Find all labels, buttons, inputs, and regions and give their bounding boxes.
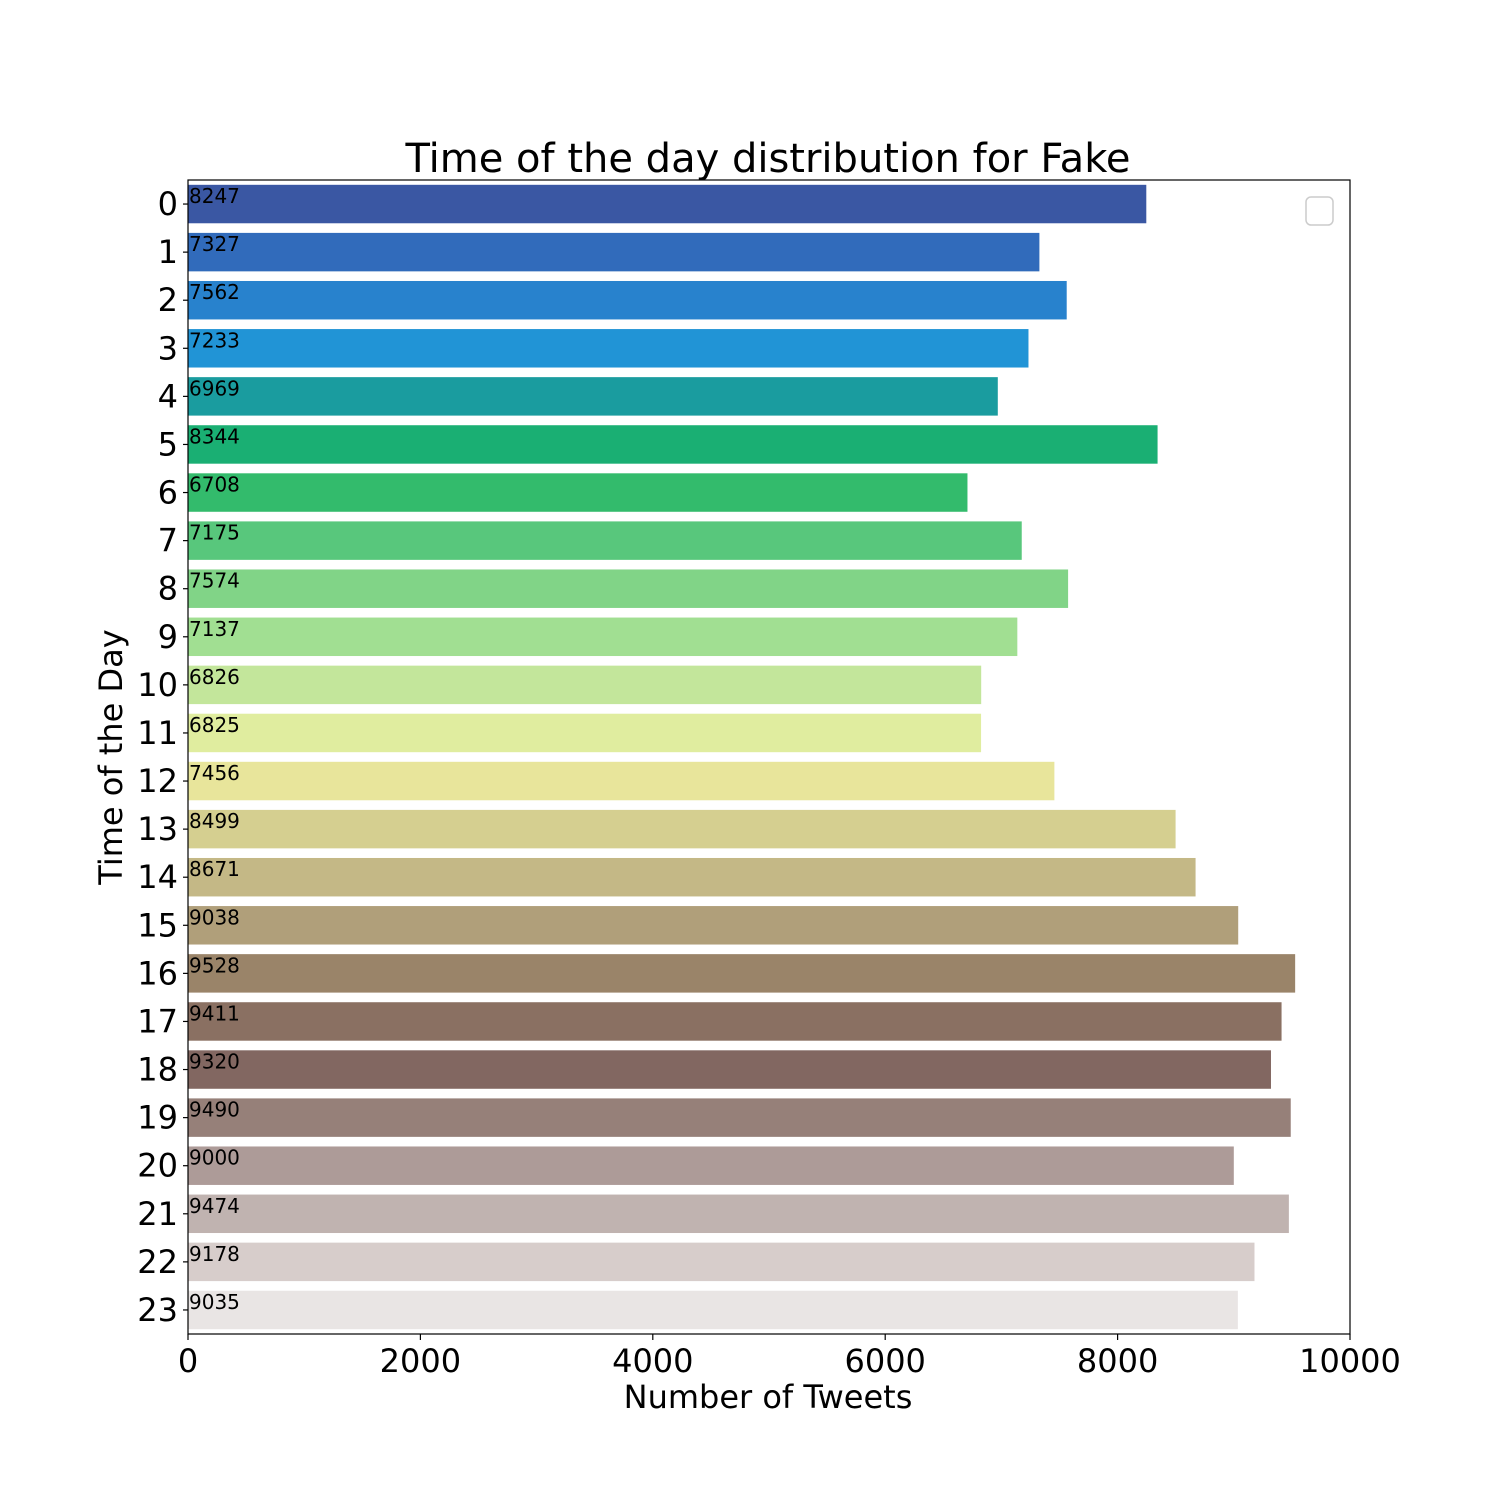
y-tick-label: 19 bbox=[137, 1099, 178, 1137]
x-tick-label: 8000 bbox=[1077, 1342, 1158, 1380]
bar-value-label: 9320 bbox=[189, 1050, 240, 1074]
y-tick-label: 15 bbox=[137, 906, 178, 944]
bar-value-label: 9411 bbox=[189, 1001, 240, 1025]
bar-hour-17 bbox=[188, 1002, 1282, 1041]
x-tick-label: 6000 bbox=[844, 1342, 925, 1380]
bar-hour-23 bbox=[188, 1290, 1238, 1330]
bar-value-label: 7327 bbox=[189, 232, 240, 256]
bar-hour-13 bbox=[188, 809, 1176, 849]
bar-hour-9 bbox=[188, 617, 1018, 657]
y-tick-label: 1 bbox=[158, 233, 178, 271]
bar-hour-3 bbox=[188, 329, 1029, 368]
bar-hour-0 bbox=[188, 184, 1147, 224]
bar-value-label: 7175 bbox=[189, 521, 240, 545]
bar-hour-14 bbox=[188, 857, 1196, 897]
bars-layer: 8247 7327 7562 7233 6969 8344 6708 7175 7574 7137… bbox=[188, 184, 1296, 1330]
bar-value-label: 7562 bbox=[189, 280, 240, 304]
bar-value-label: 6825 bbox=[189, 713, 240, 737]
bar-hour-18 bbox=[188, 1050, 1271, 1089]
x-tick-label: 2000 bbox=[380, 1342, 461, 1380]
x-tick-label: 4000 bbox=[612, 1342, 693, 1380]
y-tick-label: 7 bbox=[158, 522, 178, 560]
bar-value-label: 9038 bbox=[189, 905, 240, 929]
y-tick-label: 4 bbox=[158, 377, 178, 415]
x-tick-label: 10000 bbox=[1299, 1342, 1401, 1380]
y-tick-label: 12 bbox=[137, 762, 178, 800]
bar-hour-8 bbox=[188, 569, 1069, 608]
y-tick-label: 14 bbox=[137, 858, 178, 896]
bar-value-label: 9178 bbox=[189, 1242, 240, 1266]
x-axis-ticks: 0 2000 4000 6000 8000 10000 bbox=[178, 1334, 1401, 1380]
y-tick-label: 20 bbox=[137, 1147, 178, 1185]
y-tick-label: 9 bbox=[158, 618, 178, 656]
x-axis-label: Number of Tweets bbox=[624, 1378, 913, 1416]
bar-hour-11 bbox=[188, 713, 982, 753]
bar-value-label: 7233 bbox=[189, 328, 240, 352]
y-tick-label: 17 bbox=[137, 1002, 178, 1040]
y-tick-label: 3 bbox=[158, 329, 178, 367]
y-tick-label: 10 bbox=[137, 666, 178, 704]
bar-value-label: 7456 bbox=[189, 761, 240, 785]
bar-hour-16 bbox=[188, 954, 1296, 993]
bar-hour-2 bbox=[188, 280, 1067, 320]
y-tick-label: 21 bbox=[137, 1195, 178, 1233]
bar-hour-12 bbox=[188, 761, 1055, 801]
y-tick-label: 8 bbox=[158, 570, 178, 608]
bar-hour-22 bbox=[188, 1242, 1255, 1282]
bar-value-label: 9035 bbox=[189, 1290, 240, 1314]
bar-value-label: 9000 bbox=[189, 1146, 240, 1170]
y-tick-label: 0 bbox=[158, 185, 178, 223]
bar-hour-19 bbox=[188, 1098, 1291, 1137]
bar-hour-15 bbox=[188, 906, 1239, 945]
bar-hour-5 bbox=[188, 425, 1158, 464]
bar-value-label: 8671 bbox=[189, 857, 240, 881]
bar-hour-21 bbox=[188, 1194, 1289, 1234]
y-tick-label: 13 bbox=[137, 810, 178, 848]
bar-hour-1 bbox=[188, 232, 1040, 272]
legend-box bbox=[1305, 196, 1334, 226]
bar-value-label: 7137 bbox=[189, 617, 240, 641]
plot-frame bbox=[187, 179, 1351, 1335]
chart-title: Time of the day distribution for Fake bbox=[404, 136, 1130, 182]
x-tick-label: 0 bbox=[178, 1342, 198, 1380]
y-tick-label: 18 bbox=[137, 1051, 178, 1089]
y-tick-label: 5 bbox=[158, 425, 178, 463]
bar-value-label: 8247 bbox=[189, 184, 240, 208]
bar-hour-7 bbox=[188, 521, 1022, 560]
y-axis-label: Time of the Day bbox=[92, 629, 130, 885]
y-tick-label: 6 bbox=[158, 474, 178, 512]
bar-value-label: 9474 bbox=[189, 1194, 240, 1218]
y-tick-label: 16 bbox=[137, 954, 178, 992]
bar-hour-20 bbox=[188, 1146, 1234, 1185]
y-tick-label: 2 bbox=[158, 281, 178, 319]
bar-value-label: 8499 bbox=[189, 809, 240, 833]
bar-hour-4 bbox=[188, 377, 998, 416]
y-tick-label: 23 bbox=[137, 1291, 178, 1329]
bar-value-label: 6969 bbox=[189, 376, 240, 400]
bar-hour-6 bbox=[188, 473, 968, 512]
y-tick-label: 22 bbox=[137, 1243, 178, 1281]
y-tick-label: 11 bbox=[137, 714, 178, 752]
bar-value-label: 6708 bbox=[189, 473, 240, 497]
bar-value-label: 8344 bbox=[189, 424, 240, 448]
bar-value-label: 9528 bbox=[189, 953, 240, 977]
bar-hour-10 bbox=[188, 665, 982, 705]
bar-value-label: 7574 bbox=[189, 569, 240, 593]
bar-value-label: 9490 bbox=[189, 1098, 240, 1122]
bar-value-label: 6826 bbox=[189, 665, 240, 689]
